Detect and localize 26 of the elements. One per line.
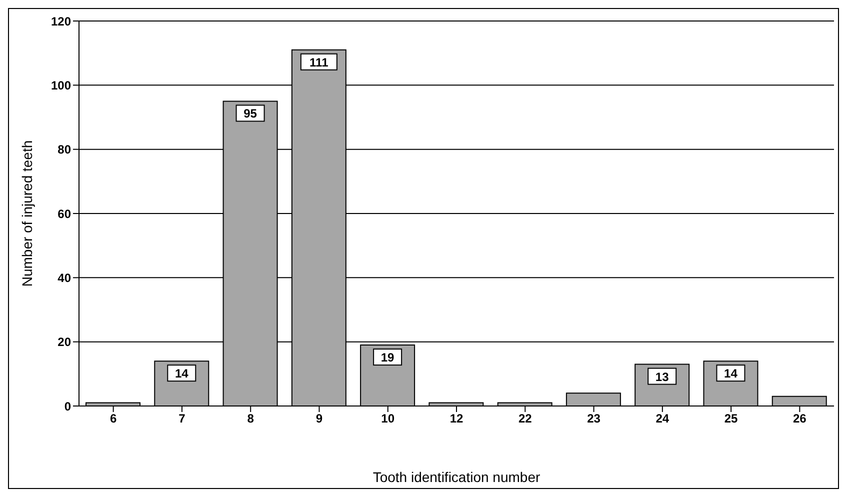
y-axis-title: Number of injured teeth: [18, 140, 35, 287]
x-tick-label: 24: [656, 412, 670, 426]
data-label: 95: [244, 106, 258, 121]
x-tick-label: 22: [518, 412, 532, 426]
data-label: 19: [380, 350, 395, 365]
x-tick-label: 7: [178, 412, 186, 426]
x-tick-label: 12: [450, 412, 464, 426]
y-tick-label: 100: [50, 78, 72, 92]
y-tick-label: 60: [58, 206, 72, 221]
x-tick-label: 25: [724, 412, 738, 426]
x-tick-label: 9: [316, 412, 323, 426]
x-tick-label: 8: [247, 412, 254, 426]
y-tick-label: 0: [64, 399, 72, 414]
data-label: 13: [655, 370, 670, 384]
x-axis-title: Tooth identification number: [372, 469, 540, 485]
y-tick-label: 120: [50, 14, 72, 28]
data-label: 111: [310, 55, 329, 70]
x-tick-label: 10: [381, 412, 395, 426]
y-tick-label: 20: [58, 335, 72, 350]
x-tick-label: 23: [587, 412, 601, 426]
y-tick-label: 80: [58, 142, 72, 157]
x-tick-label: 26: [793, 412, 807, 426]
y-tick-label: 40: [58, 270, 72, 285]
data-label: 14: [174, 366, 189, 381]
data-label: 14: [724, 366, 738, 381]
x-tick-label: 6: [110, 412, 117, 426]
